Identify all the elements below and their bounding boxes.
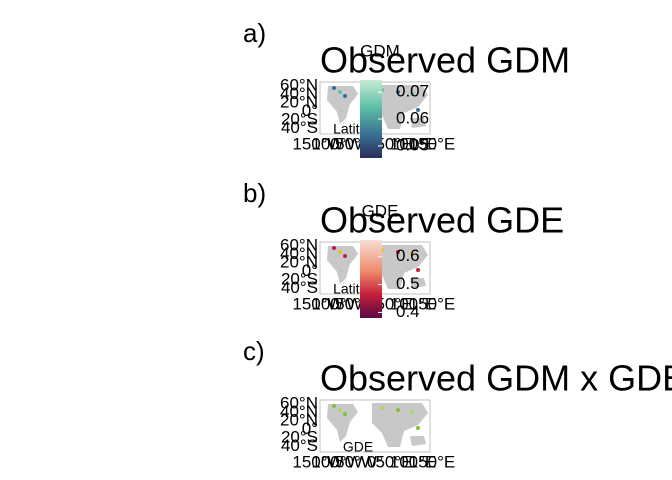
lat-label: 40°N xyxy=(280,84,318,103)
richness-cell xyxy=(396,250,400,254)
richness-cell xyxy=(410,92,414,96)
colorbar xyxy=(360,240,382,318)
land xyxy=(327,246,358,284)
land xyxy=(372,245,428,289)
land xyxy=(327,86,358,124)
land xyxy=(410,436,426,446)
richness-cell xyxy=(416,426,420,430)
land xyxy=(410,278,426,288)
richness-cell xyxy=(338,90,342,94)
legend-title: GDM xyxy=(360,41,400,60)
legend-tick-label: 0.06 xyxy=(396,108,429,127)
land xyxy=(372,85,428,129)
lat-label: 60°N xyxy=(280,393,318,412)
richness-cell xyxy=(416,108,420,112)
lon-label: 50°E xyxy=(375,452,412,471)
lon-label: 100°E xyxy=(390,294,437,313)
lat-label: 0° xyxy=(302,419,318,438)
lon-label: 150°W xyxy=(292,134,343,153)
lon-label: 150°E xyxy=(409,452,456,471)
panel-label: a) xyxy=(243,18,266,48)
lat-label: 60°N xyxy=(280,75,318,94)
lat-label: 20°N xyxy=(280,92,318,111)
legend-tick-label: 0.07 xyxy=(396,82,429,101)
lat-label: 0° xyxy=(302,261,318,280)
lon-label: 0° xyxy=(367,452,383,471)
lon-label: 100°W xyxy=(311,294,362,313)
richness-cell xyxy=(338,250,342,254)
legend-tick-label: 0.5 xyxy=(396,274,420,293)
richness-cell xyxy=(332,404,336,408)
lat-label: 40°S xyxy=(281,118,318,137)
lon-label: 150°W xyxy=(292,294,343,313)
lon-label: 50°E xyxy=(375,134,412,153)
panel-title: Observed GDM xyxy=(320,40,570,81)
lat-label: 40°S xyxy=(281,278,318,297)
panel-title: Observed GDM x GDE xyxy=(320,358,672,399)
legend-tick-label: 0.6 xyxy=(396,246,420,265)
panel-title: Observed GDE xyxy=(320,200,564,241)
lat-label: 40°N xyxy=(280,402,318,421)
panel-label: b) xyxy=(243,178,266,208)
lon-label: 50°E xyxy=(375,294,412,313)
legend-tick-label: 0.4 xyxy=(396,302,420,321)
richness-cell xyxy=(396,90,400,94)
land xyxy=(372,403,428,447)
richness-cell xyxy=(332,246,336,250)
lat-label: 20°S xyxy=(281,269,318,288)
lon-label: 100°E xyxy=(390,134,437,153)
lat-label: 20°S xyxy=(281,109,318,128)
richness-cell xyxy=(343,412,347,416)
map xyxy=(319,399,431,453)
lon-label: 100°W xyxy=(311,452,362,471)
land xyxy=(327,404,358,442)
panel-label: c) xyxy=(243,336,265,366)
lat-label: 20°N xyxy=(280,410,318,429)
lat-label: 20°N xyxy=(280,252,318,271)
richness-cell xyxy=(380,406,384,410)
axis-label: GDE xyxy=(343,439,373,455)
lon-label: 100°E xyxy=(390,452,437,471)
lat-label: 40°N xyxy=(280,244,318,263)
lat-label: 20°S xyxy=(281,427,318,446)
lon-label: 150°E xyxy=(409,134,456,153)
richness-cell xyxy=(410,252,414,256)
richness-cell xyxy=(343,254,347,258)
richness-cell xyxy=(410,410,414,414)
lat-label: 60°N xyxy=(280,235,318,254)
lon-label: 150°E xyxy=(409,294,456,313)
lon-label: 100°W xyxy=(311,134,362,153)
lon-label: 150°W xyxy=(292,452,343,471)
lon-label: 50°W xyxy=(335,452,377,471)
legend-tick-label: 0.05 xyxy=(396,135,429,154)
lat-label: 0° xyxy=(302,101,318,120)
colorbar xyxy=(360,80,382,158)
richness-cell xyxy=(343,94,347,98)
richness-cell xyxy=(338,408,342,412)
richness-cell xyxy=(416,268,420,272)
legend-title: GDE xyxy=(362,201,399,220)
richness-cell xyxy=(396,408,400,412)
richness-cell xyxy=(332,86,336,90)
land xyxy=(410,118,426,128)
lat-label: 40°S xyxy=(281,436,318,455)
